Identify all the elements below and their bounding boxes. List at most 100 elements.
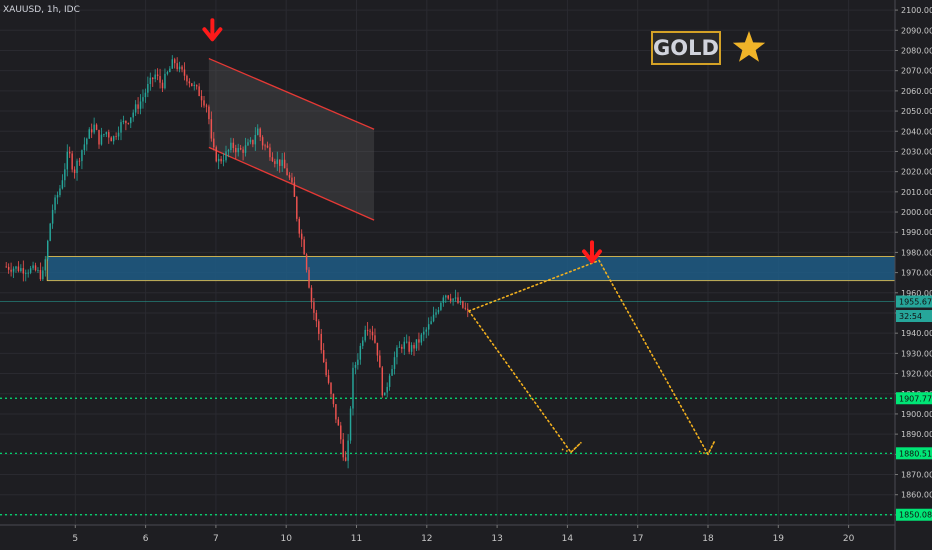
candle — [215, 147, 217, 162]
candle — [247, 142, 249, 146]
candle — [217, 158, 220, 162]
candle — [354, 364, 357, 368]
candle — [88, 129, 90, 139]
candle — [467, 308, 469, 311]
x-tick-label: 7 — [213, 534, 219, 544]
candle — [264, 145, 266, 147]
candle — [156, 74, 159, 77]
channel-lower-line — [208, 146, 375, 221]
candle — [359, 345, 362, 360]
x-tick-label: 13 — [491, 534, 502, 544]
candle — [186, 75, 188, 82]
candle — [322, 350, 325, 363]
candle — [147, 84, 149, 93]
price-axis[interactable]: 1850.001860.001870.001880.001890.001900.… — [894, 0, 932, 550]
candle — [142, 97, 144, 102]
candle — [188, 81, 191, 84]
y-tick-label: 1990.00 — [901, 228, 932, 237]
candle — [427, 324, 430, 330]
candle — [227, 149, 230, 152]
horizontal-levels — [0, 301, 895, 516]
candle — [112, 136, 115, 142]
candle — [362, 340, 364, 346]
candle — [296, 196, 298, 219]
candle — [423, 331, 425, 335]
candle — [315, 312, 318, 322]
candle — [134, 104, 137, 113]
time-axis[interactable]: 5 6 7 10 11 12 13 14 17 18 19 20 — [0, 524, 895, 544]
x-tick-label: 17 — [632, 534, 643, 544]
candle — [203, 100, 205, 106]
candle — [269, 147, 271, 158]
y-tick-label: 2030.00 — [901, 147, 932, 156]
y-tick-label: 1900.00 — [901, 410, 932, 419]
candle — [17, 266, 20, 272]
down-arrow-icon — [582, 249, 603, 264]
candle — [242, 149, 244, 153]
candle — [100, 134, 103, 145]
y-tick-label: 1930.00 — [901, 349, 932, 358]
candle — [195, 85, 198, 87]
candle — [32, 265, 34, 269]
candle — [276, 159, 279, 164]
y-tick-label: 1870.00 — [901, 471, 932, 480]
candle — [254, 135, 257, 145]
candle — [281, 159, 283, 166]
candle — [374, 335, 376, 343]
candle — [59, 188, 61, 196]
star-icon — [732, 31, 766, 62]
price-label: 1907.77 — [899, 394, 932, 403]
candle — [230, 142, 232, 150]
candle — [388, 375, 391, 387]
candle — [432, 314, 435, 322]
candle — [81, 150, 83, 162]
x-tick-label: 19 — [773, 534, 785, 544]
channel-fill — [208, 58, 375, 221]
price-label-bg — [896, 310, 932, 323]
candle — [347, 440, 349, 461]
candle — [7, 266, 10, 270]
candle — [173, 59, 176, 64]
x-tick-label: 12 — [421, 534, 432, 544]
y-tick-label: 1890.00 — [901, 430, 932, 439]
x-tick-label: 6 — [143, 534, 149, 544]
candle — [98, 129, 100, 145]
candle — [225, 151, 227, 161]
candle — [244, 145, 247, 153]
candle — [420, 334, 423, 343]
candle — [349, 408, 352, 441]
candle — [437, 309, 440, 313]
candles — [5, 55, 469, 469]
candle — [332, 393, 335, 405]
candle — [64, 169, 66, 181]
candle — [159, 76, 161, 83]
candle — [410, 345, 413, 352]
candle — [222, 160, 225, 162]
candle — [171, 59, 174, 69]
candle — [330, 382, 332, 394]
candle — [325, 362, 327, 376]
candle — [73, 169, 76, 174]
candle — [208, 106, 210, 120]
candle — [178, 66, 181, 70]
candle — [257, 128, 259, 136]
candle — [396, 347, 398, 358]
candle — [335, 404, 337, 420]
candle — [127, 123, 130, 124]
candle — [132, 112, 134, 118]
price-label: 32:54 — [899, 312, 922, 321]
candle — [452, 298, 454, 301]
projection-arrowhead — [561, 441, 583, 454]
candle — [200, 95, 203, 101]
candle — [161, 82, 164, 89]
candle — [239, 148, 242, 150]
candle — [376, 342, 379, 356]
x-tick-label: 10 — [280, 534, 292, 544]
candle — [193, 85, 195, 86]
candle — [274, 161, 276, 164]
candle — [49, 223, 51, 241]
candle — [364, 329, 366, 341]
candle — [37, 270, 39, 271]
candle — [12, 268, 15, 272]
